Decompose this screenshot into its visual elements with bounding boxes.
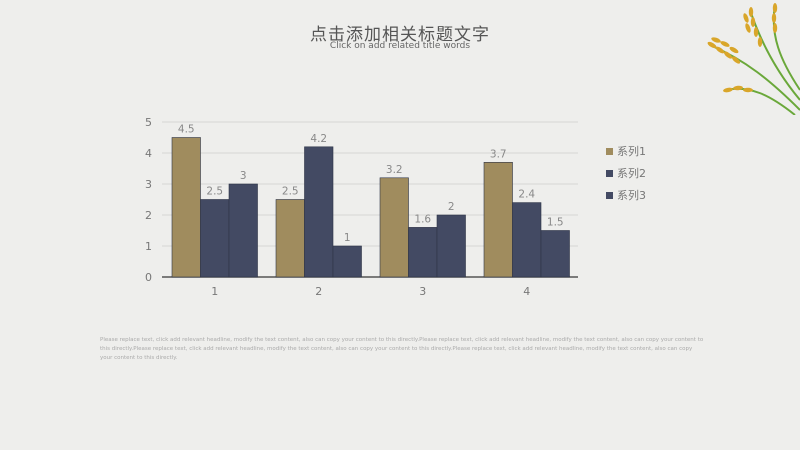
bar (171, 137, 201, 278)
data-label: 2.5 (282, 186, 299, 198)
data-label: 2.5 (206, 186, 223, 198)
x-tick-label: 4 (523, 285, 530, 298)
legend-label-series3: 系列3 (617, 189, 646, 202)
legend-swatch-series1 (606, 147, 613, 155)
page-subtitle: Click on add related title words (329, 41, 471, 51)
y-tick-label: 5 (145, 116, 152, 129)
data-label: 3 (240, 170, 247, 182)
bar (540, 230, 570, 278)
bar (200, 199, 230, 278)
bar (228, 183, 258, 278)
rice-plant-image (707, 3, 800, 115)
x-tick-label: 3 (419, 285, 426, 298)
data-label: 4.2 (310, 133, 327, 145)
data-label: 2 (448, 201, 455, 213)
y-tick-label: 0 (145, 271, 152, 284)
legend-item-series1: 系列1 (606, 140, 646, 162)
data-label: 2.4 (518, 189, 535, 201)
body-paragraph: Please replace text, click add relevant … (100, 337, 704, 361)
legend-label-series2: 系列2 (617, 167, 646, 180)
bar (379, 177, 409, 278)
legend-swatch-series3 (606, 191, 613, 199)
bar (483, 162, 513, 278)
y-tick-label: 2 (145, 209, 152, 222)
chart-legend: 系列1 系列2 系列3 (606, 140, 646, 206)
legend-item-series2: 系列2 (606, 162, 646, 184)
legend-label-series1: 系列1 (617, 145, 646, 158)
legend-swatch-series2 (606, 169, 613, 177)
bar (304, 146, 334, 278)
bar (512, 202, 542, 278)
legend-item-series3: 系列3 (606, 184, 646, 206)
y-tick-label: 4 (145, 147, 152, 160)
data-label: 1.5 (547, 217, 564, 229)
x-tick-label: 1 (211, 285, 218, 298)
data-label: 1 (344, 232, 351, 244)
page-title: 点击添加相关标题文字 (310, 25, 490, 45)
y-tick-label: 3 (145, 178, 152, 191)
bar (332, 245, 362, 278)
data-label: 3.2 (386, 164, 403, 176)
bar (275, 199, 305, 278)
data-label: 1.6 (414, 213, 431, 225)
y-tick-label: 1 (145, 240, 152, 253)
bar (408, 227, 438, 278)
bar (436, 214, 466, 278)
x-tick-label: 2 (315, 285, 322, 298)
data-label: 3.7 (490, 148, 507, 160)
data-label: 4.5 (178, 124, 195, 136)
